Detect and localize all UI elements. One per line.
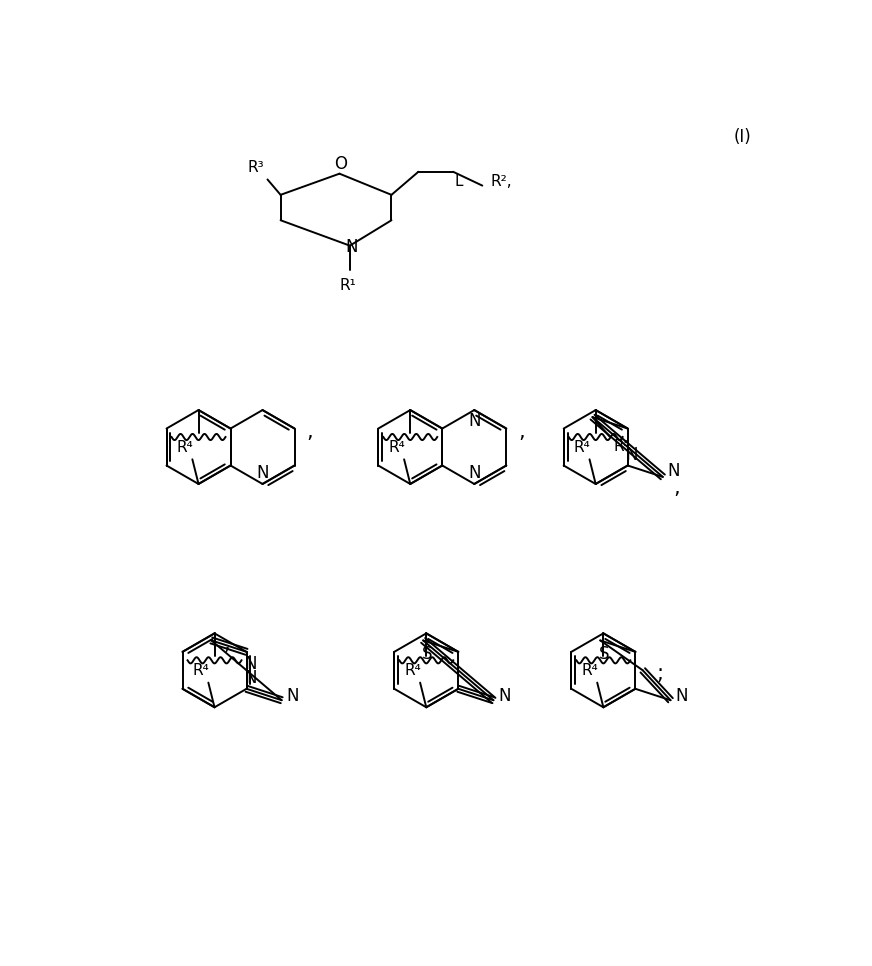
Text: S: S (422, 645, 433, 664)
Text: N: N (675, 688, 687, 705)
Text: ,: , (307, 422, 313, 442)
Text: N: N (498, 688, 510, 705)
Text: R⁴: R⁴ (581, 663, 598, 678)
Text: ;: ; (657, 665, 664, 684)
Text: (I): (I) (733, 128, 752, 147)
Text: R⁴: R⁴ (388, 440, 405, 455)
Text: R⁴: R⁴ (176, 440, 193, 455)
Text: L: L (455, 174, 464, 189)
Text: ,: , (223, 635, 230, 654)
Text: O: O (335, 155, 348, 173)
Text: N: N (286, 688, 299, 705)
Text: R³: R³ (248, 159, 264, 175)
Text: R⁵: R⁵ (614, 439, 630, 454)
Text: ,: , (518, 422, 525, 442)
Text: R⁴: R⁴ (193, 663, 209, 678)
Text: R⁴: R⁴ (574, 440, 590, 455)
Text: R¹: R¹ (340, 278, 357, 294)
Text: N: N (256, 465, 269, 482)
Text: N: N (244, 669, 256, 687)
Text: S: S (599, 645, 610, 664)
Text: N: N (345, 239, 358, 256)
Text: N: N (667, 462, 680, 480)
Text: N: N (468, 465, 480, 482)
Text: R⁴: R⁴ (404, 663, 421, 678)
Text: N: N (468, 412, 480, 430)
Text: R²,: R², (491, 174, 513, 189)
Text: N: N (625, 445, 637, 464)
Text: ,: , (673, 478, 680, 498)
Text: N: N (244, 655, 256, 673)
